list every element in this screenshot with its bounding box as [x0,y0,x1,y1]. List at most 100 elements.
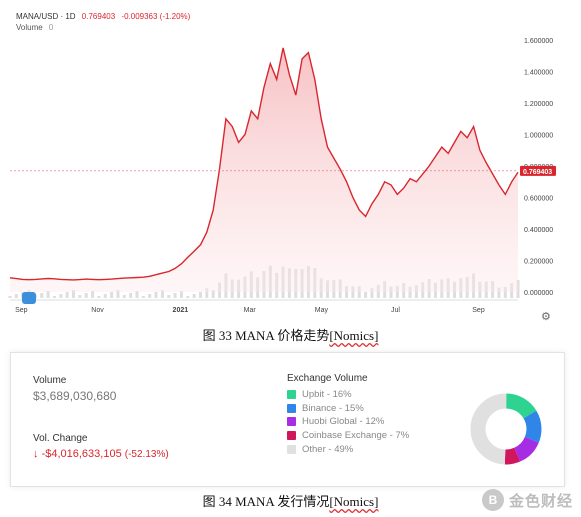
donut-slice[interactable] [470,393,542,465]
down-arrow-icon: ↓ [33,448,39,460]
price-change: -0.009363 (-1.20%) [121,12,191,21]
volume-bar [65,292,69,298]
volume-bar [110,292,114,298]
legend-swatch [287,431,296,441]
volume-bar [160,290,164,298]
gear-icon[interactable]: ⚙ [541,311,551,323]
x-tick-label: Nov [91,307,104,314]
legend-item: Upbit - 16% [287,388,409,402]
tradingview-logo-icon[interactable] [22,292,36,304]
volume-bar [8,296,12,298]
volume-bar [389,286,393,298]
y-tick-label: 0.000000 [524,290,553,297]
figure-33-text: 图 33 MANA 价格走势 [202,328,330,343]
volume-indicator: Volume 0 [16,23,53,32]
legend-item: Huobi Global - 12% [287,415,409,429]
donut-slice[interactable] [470,393,542,465]
donut-slice[interactable] [470,393,542,465]
volume-bar [91,291,95,298]
volume-bar [122,295,126,298]
volume-bar [364,292,368,298]
x-tick-label: Sep [472,307,485,314]
exchange-donut-chart [470,393,542,465]
volume-bar [129,293,133,298]
y-tick-label: 1.400000 [524,70,553,77]
exchange-volume-title: Exchange Volume [287,373,368,384]
legend-swatch [287,403,296,413]
legend-label: Other - 49% [302,443,354,455]
volume-bar [46,291,50,298]
y-tick-label: 1.600000 [524,38,553,45]
volume-bar [370,288,374,298]
figure-34-text: 图 34 MANA 发行情况 [202,494,330,509]
legend-item: Binance - 15% [287,402,409,416]
legend-label: Upbit - 16% [302,389,352,401]
chart-header: MANA/USD · 1D 0.769403 -0.009363 (-1.20%… [16,12,190,21]
volume-indicator-value: 0 [48,23,54,32]
y-tick-label: 1.000000 [524,133,553,140]
legend-item: Other - 49% [287,442,409,456]
current-price-tag-label: 0.769403 [523,169,552,176]
volume-bar [154,292,158,298]
volume-bar [351,286,355,298]
volume-bar [167,295,171,298]
figure-34-caption: 图 34 MANA 发行情况[Nomics] [0,491,581,510]
x-tick-label: Mar [244,307,257,314]
volume-bar [40,293,44,298]
volume-bar [205,288,209,298]
volume-bar [103,294,107,298]
figure-33-caption: 图 33 MANA 价格走势[Nomics] [0,325,581,344]
brand-logo-icon: B [481,489,504,511]
legend-item: Coinbase Exchange - 7% [287,429,409,443]
current-price-tag [520,165,556,176]
figure-33-source[interactable]: [Nomics] [329,328,379,343]
volume-bar [497,287,501,298]
exchange-volume-legend: Exchange Volume Upbit - 16% Binance - 15… [287,373,409,456]
volume-bar [503,286,507,298]
volume-bar [59,294,63,298]
y-tick-label: 0.600000 [524,196,553,203]
y-tick-label: 0.400000 [524,227,553,234]
figure-34-source[interactable]: [Nomics] [329,494,379,509]
volume-indicator-label: Volume [16,23,43,32]
x-tick-label: Sep [15,307,28,314]
brand-name: 金色财经 [508,492,573,510]
vol-change-amount: -$4,016,633,105 [41,448,122,460]
vol-change-label: Vol. Change [33,433,88,444]
symbol-label: MANA/USD · 1D [16,12,76,21]
price-line [9,47,519,281]
legend-label: Binance - 15% [302,402,364,414]
volume-bar [97,296,101,298]
legend-label: Huobi Global - 12% [302,416,385,428]
legend-swatch [287,390,296,400]
volume-bar [179,291,183,298]
volume-bar [116,290,120,298]
price-chart: 1.6000001.4000001.2000001.0000000.800000… [8,10,556,323]
legend-swatch [287,417,296,427]
vol-change-percent: (-52.13%) [124,449,169,460]
volume-bar [148,294,152,298]
volume-bar [186,296,190,298]
volume-bar [173,293,177,298]
x-tick-label: May [315,307,329,314]
volume-bar [14,294,18,298]
price-chart-svg: 1.6000001.4000001.2000001.0000000.800000… [8,38,556,314]
volume-bar [84,293,88,298]
x-tick-label: Jul [391,307,400,314]
price-area [10,47,518,293]
watermark: B 金色财经 [481,489,573,511]
y-tick-label: 1.200000 [524,101,553,108]
volume-bar [211,290,215,298]
volume-bar [135,291,139,298]
x-tick-label: 2021 [173,307,189,314]
volume-bar [72,290,75,298]
volume-bar [141,296,145,298]
vol-change-value: ↓ -$4,016,633,105 (-52.13%) [33,448,169,460]
volume-label: Volume [33,375,67,386]
current-price: 0.769403 [81,12,116,21]
volume-value: $3,689,030,680 [33,389,117,403]
volume-bar [78,295,82,298]
volume-bar [408,286,412,298]
volume-bar [199,292,202,298]
legend-label: Coinbase Exchange - 7% [302,430,410,442]
